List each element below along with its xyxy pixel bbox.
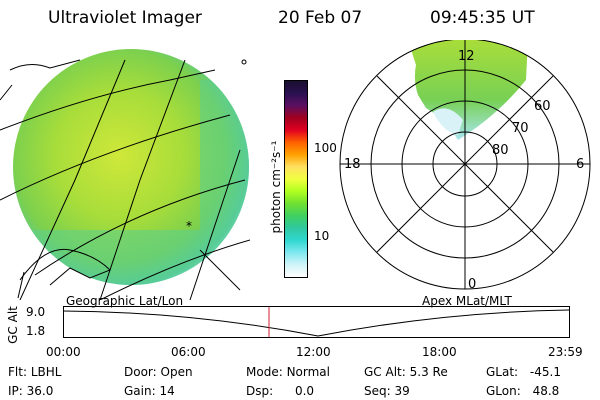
timeline-xtick-2: 12:00: [296, 345, 331, 359]
status-flt: Flt: LBHL: [8, 365, 62, 379]
map-caption: Geographic Lat/Lon: [66, 294, 184, 308]
timeline-xtick-4: 23:59: [548, 345, 583, 359]
colorbar-gradient: [285, 81, 307, 277]
colorbar-unit-label: photon cm⁻²s⁻¹: [269, 140, 283, 234]
timeline-ylabel: GC Alt: [6, 306, 20, 344]
lat-label-80: 80: [492, 143, 509, 158]
altitude-curve: [63, 309, 570, 337]
status-dsp: Dsp: 0.0: [246, 384, 315, 398]
instrument-title: Ultraviolet Imager: [48, 8, 202, 28]
timeline-xtick-1: 06:00: [171, 345, 206, 359]
polar-mlt-plot: 12 6 0 18 60 70 80: [339, 40, 591, 290]
status-ip: IP: 36.0: [8, 384, 54, 398]
status-gcalt: GC Alt: 5.3 Re: [364, 365, 448, 379]
geographic-map: *: [0, 49, 250, 300]
lat-label-60: 60: [534, 99, 551, 114]
status-mode: Mode: Normal: [246, 365, 330, 379]
colorbar-tick-10: 10: [314, 229, 330, 243]
status-glat: GLat: -45.1: [486, 365, 561, 379]
status-glon: GLon: 48.8: [486, 384, 560, 398]
timeline-xtick-0: 00:00: [46, 345, 81, 359]
mlt-label-12: 12: [458, 49, 475, 64]
header-date: 20 Feb 07: [278, 8, 363, 28]
apex-caption: Apex MLat/MLT: [422, 294, 512, 308]
uv-image-disk: [13, 49, 249, 285]
lat-label-70: 70: [512, 121, 529, 136]
mlt-label-0: 0: [468, 277, 476, 290]
status-gain: Gain: 14: [124, 384, 175, 398]
colorbar: [284, 80, 308, 278]
timeline-ytick-low: 1.8: [26, 324, 46, 338]
header-time: 09:45:35 UT: [430, 8, 535, 28]
mlt-label-18: 18: [344, 157, 361, 172]
altitude-timeline: [63, 306, 570, 338]
status-door: Door: Open: [124, 365, 193, 379]
status-seq: Seq: 39: [364, 384, 410, 398]
map-marker: *: [186, 219, 192, 233]
mlt-label-6: 6: [576, 157, 584, 172]
timeline-ytick-high: 9.0: [26, 305, 46, 319]
colorbar-tick-100: 100: [314, 141, 337, 155]
timeline-xtick-3: 18:00: [422, 345, 457, 359]
